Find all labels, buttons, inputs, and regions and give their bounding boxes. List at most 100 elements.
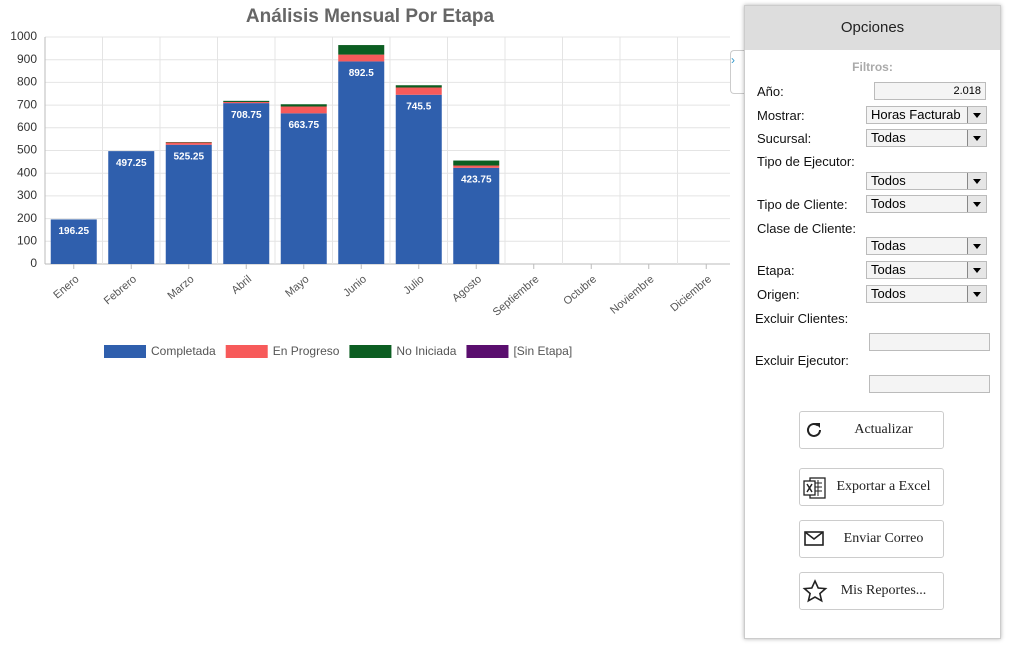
- data-label: 196.25: [58, 226, 89, 237]
- button-label: Enviar Correo: [828, 521, 939, 557]
- bar-segment: [453, 166, 499, 168]
- y-tick-label: 900: [17, 52, 37, 66]
- x-tick-label: Junio: [341, 273, 369, 299]
- field-label: Origen:: [757, 285, 857, 304]
- x-tick-label: Octubre: [561, 273, 599, 307]
- select[interactable]: Todas: [866, 129, 987, 147]
- legend-swatch: [226, 345, 268, 358]
- legend-label: No Iniciada: [396, 344, 456, 358]
- legend-label: Completada: [151, 344, 216, 358]
- bar-segment: [281, 113, 327, 264]
- select-value: Todas: [871, 130, 906, 145]
- bar-segment: [166, 142, 212, 144]
- chart: Análisis Mensual Por Etapa 0 100 200 300 400…: [0, 0, 730, 666]
- field-label: Año:: [757, 82, 857, 101]
- button[interactable]: Actualizar: [799, 411, 944, 449]
- button-label: Exportar a Excel: [828, 469, 939, 505]
- legend-swatch: [466, 345, 508, 358]
- bar-segment: [166, 145, 212, 264]
- data-label: 708.75: [231, 110, 262, 121]
- y-tick-label: 300: [17, 188, 37, 202]
- data-label: 423.75: [461, 174, 492, 185]
- panel-title: Opciones: [745, 6, 1000, 50]
- chart-title: Análisis Mensual Por Etapa: [246, 6, 495, 27]
- legend-swatch: [349, 345, 391, 358]
- select-value: Todas: [871, 262, 906, 277]
- legend-swatch: [104, 345, 146, 358]
- x-tick-label: Agosto: [450, 273, 484, 304]
- data-label: 525.25: [173, 151, 204, 162]
- field-label: Etapa:: [757, 261, 857, 280]
- select[interactable]: Todos: [866, 195, 987, 213]
- filters-label: Filtros:: [745, 60, 1000, 74]
- select[interactable]: Todas: [866, 261, 987, 279]
- bar-segment: [338, 55, 384, 62]
- bar-segment: [396, 85, 442, 87]
- bar-segment: [281, 107, 327, 114]
- select[interactable]: Todas: [866, 237, 987, 255]
- field-label: Excluir Ejecutor:: [755, 351, 855, 370]
- select-value: Todos: [871, 286, 906, 301]
- bar-segment: [396, 95, 442, 264]
- y-tick-label: 600: [17, 120, 37, 134]
- button[interactable]: Mis Reportes...: [799, 572, 944, 610]
- x-tick-label: Noviembre: [608, 273, 656, 316]
- legend-label: En Progreso: [273, 344, 340, 358]
- x-tick-label: Enero: [51, 273, 81, 301]
- text-input[interactable]: 2.018: [874, 82, 986, 100]
- field-label: Tipo de Ejecutor:: [757, 152, 857, 171]
- x-tick-label: Febrero: [102, 273, 139, 307]
- text-input[interactable]: [869, 375, 990, 393]
- select[interactable]: Todos: [866, 285, 987, 303]
- bar-segment: [223, 102, 269, 103]
- options-panel: Opciones Filtros: Año: 2.018 Mostrar: Horas…: [744, 5, 1001, 639]
- select-arrow[interactable]: [967, 173, 986, 189]
- button[interactable]: Exportar a Excel: [799, 468, 944, 506]
- x-tick-label: Julio: [402, 273, 427, 297]
- select-value: Todas: [871, 238, 906, 253]
- x-tick-label: Abril: [229, 273, 254, 296]
- select-value: Todos: [871, 173, 906, 188]
- bar-segment: [396, 88, 442, 95]
- select-arrow[interactable]: [967, 238, 986, 254]
- select-arrow[interactable]: [967, 107, 986, 123]
- data-label: 497.25: [116, 158, 147, 169]
- bar-segment: [281, 104, 327, 106]
- button-label: Actualizar: [828, 412, 939, 448]
- select-value: Horas Facturab: [871, 107, 961, 122]
- select-arrow[interactable]: [967, 130, 986, 146]
- select[interactable]: Horas Facturab: [866, 106, 987, 124]
- y-tick-label: 800: [17, 75, 37, 89]
- bar-segment: [338, 61, 384, 264]
- bar-segment: [338, 45, 384, 55]
- y-tick-label: 400: [17, 165, 37, 179]
- button-label: Mis Reportes...: [828, 573, 939, 609]
- select-arrow[interactable]: [967, 196, 986, 212]
- bar-segment: [453, 161, 499, 166]
- y-tick-label: 1000: [10, 29, 37, 43]
- legend-label: [Sin Etapa]: [513, 344, 572, 358]
- field-label: Clase de Cliente:: [757, 219, 857, 238]
- y-tick-label: 100: [17, 233, 37, 247]
- select-arrow[interactable]: [967, 262, 986, 278]
- y-tick-label: 200: [17, 211, 37, 225]
- data-label: 745.5: [406, 101, 431, 112]
- y-tick-label: 500: [17, 143, 37, 157]
- y-tick-label: 0: [30, 256, 37, 270]
- select-arrow[interactable]: [967, 286, 986, 302]
- x-tick-label: Marzo: [165, 273, 196, 302]
- button[interactable]: Enviar Correo: [799, 520, 944, 558]
- data-label: 663.75: [288, 120, 319, 131]
- select[interactable]: Todos: [866, 172, 987, 190]
- select-value: Todos: [871, 196, 906, 211]
- bar-segment: [223, 103, 269, 264]
- field-label: Excluir Clientes:: [755, 309, 855, 328]
- field-label: Sucursal:: [757, 129, 857, 148]
- x-tick-label: Diciembre: [668, 273, 714, 314]
- x-tick-label: Septiembre: [491, 273, 542, 318]
- side-tab[interactable]: ›: [730, 50, 745, 94]
- text-input[interactable]: [869, 333, 990, 351]
- y-tick-label: 700: [17, 97, 37, 111]
- field-label: Mostrar:: [757, 106, 857, 125]
